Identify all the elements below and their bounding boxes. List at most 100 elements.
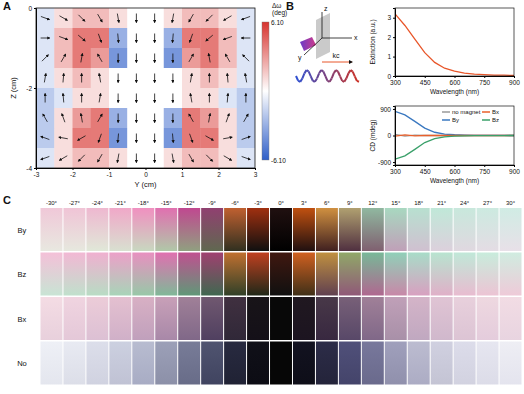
heat-cell bbox=[36, 48, 55, 69]
tick-label: 1 bbox=[387, 53, 391, 60]
photo bbox=[132, 342, 154, 385]
heat-cell bbox=[146, 108, 165, 129]
heat-cell bbox=[182, 48, 201, 69]
heat-cell bbox=[164, 128, 183, 149]
field-arrow bbox=[41, 156, 49, 159]
photo bbox=[224, 297, 246, 340]
panel-label: A bbox=[3, 0, 11, 12]
field-arrow bbox=[242, 156, 250, 159]
tick-label: 3 bbox=[254, 171, 258, 178]
axis: 300450600750900 bbox=[390, 76, 520, 86]
axis: 300450600750900 bbox=[390, 165, 520, 175]
tick: 300 bbox=[390, 76, 401, 86]
field-arrow bbox=[78, 35, 85, 41]
heat-cell bbox=[73, 48, 92, 69]
heat-cell bbox=[36, 148, 55, 168]
helix bbox=[338, 71, 340, 76]
field-arrow bbox=[59, 36, 67, 39]
heat-cell bbox=[91, 88, 110, 109]
helix bbox=[315, 78, 317, 81]
photo bbox=[339, 297, 361, 340]
axis: -9000900 bbox=[378, 106, 396, 166]
field-arrow bbox=[81, 94, 82, 103]
tick: 1 bbox=[181, 168, 185, 178]
axis: 6.10-6.10 bbox=[269, 19, 286, 164]
heat-cell bbox=[164, 88, 183, 109]
field-arrow bbox=[42, 55, 48, 61]
heat-cell bbox=[237, 108, 255, 129]
heat-cell bbox=[109, 148, 128, 168]
column-label: 9° bbox=[347, 200, 353, 206]
heat-cell bbox=[219, 48, 238, 69]
heat-cell bbox=[219, 148, 238, 168]
heat-cell bbox=[54, 108, 73, 129]
axis-title: Extinction (a.u.) bbox=[369, 19, 377, 64]
field-arrow bbox=[189, 14, 194, 22]
helix bbox=[319, 70, 321, 73]
heat-cell bbox=[182, 128, 201, 149]
tick: -3 bbox=[34, 168, 40, 178]
field-arrow bbox=[41, 16, 49, 19]
photo bbox=[63, 253, 85, 296]
column-label: -21° bbox=[115, 200, 127, 206]
field-arrow bbox=[118, 114, 119, 123]
photo bbox=[316, 253, 338, 296]
field-arrow bbox=[78, 155, 84, 161]
field-arrow bbox=[244, 114, 249, 122]
heat-cell bbox=[109, 88, 128, 109]
field-arrow bbox=[98, 54, 103, 62]
tick: 450 bbox=[420, 76, 431, 86]
row-label: Bz bbox=[18, 270, 27, 279]
tick-label: -900 bbox=[378, 159, 391, 166]
heat-cell bbox=[127, 88, 146, 109]
photo bbox=[339, 342, 361, 385]
tick-label: 750 bbox=[479, 79, 490, 86]
tick: 0 bbox=[144, 168, 148, 178]
photo bbox=[454, 297, 476, 340]
field-arrow bbox=[223, 137, 232, 139]
axis-line bbox=[269, 23, 270, 161]
plot-frame bbox=[395, 8, 514, 76]
field-arrow bbox=[62, 114, 65, 122]
field-arrow bbox=[241, 38, 250, 39]
heat-cell bbox=[73, 28, 92, 49]
field-arrow bbox=[206, 35, 213, 41]
photo bbox=[454, 208, 476, 251]
tick: 600 bbox=[450, 165, 461, 175]
axis-title: Wavelength (nm) bbox=[430, 177, 479, 185]
helix bbox=[332, 73, 334, 78]
heat-cell bbox=[200, 28, 219, 49]
photo bbox=[293, 297, 315, 340]
row-label: No bbox=[17, 359, 27, 368]
field-arrow bbox=[136, 14, 137, 23]
photo bbox=[86, 342, 108, 385]
helix bbox=[300, 79, 302, 82]
photo bbox=[270, 342, 292, 385]
heat-cell bbox=[127, 128, 146, 149]
photo bbox=[293, 342, 315, 385]
field-arrow bbox=[41, 136, 49, 139]
field-arrow bbox=[43, 114, 48, 122]
helix bbox=[353, 72, 355, 77]
helix bbox=[304, 70, 306, 73]
legend-swatch bbox=[442, 119, 450, 121]
field-arrow bbox=[189, 154, 194, 162]
heat-cell bbox=[109, 8, 128, 29]
photo bbox=[500, 253, 522, 296]
heat-cell bbox=[91, 108, 110, 129]
colorbar-title: Δω bbox=[272, 2, 281, 9]
tick-label: 2 bbox=[387, 34, 391, 41]
column-label: 30° bbox=[506, 200, 516, 206]
plot-frame bbox=[36, 8, 255, 168]
tick-label: 300 bbox=[390, 168, 401, 175]
helix bbox=[296, 76, 298, 81]
tick: 1 bbox=[387, 53, 395, 60]
field-arrow bbox=[206, 155, 212, 161]
photo bbox=[362, 342, 384, 385]
heat-cell bbox=[182, 148, 201, 168]
photo bbox=[178, 342, 200, 385]
figure: ABC-3-2-10123-4-20Y (cm)Z (cm)6.10-6.10Δ… bbox=[0, 0, 524, 394]
photo bbox=[408, 342, 430, 385]
field-arrow bbox=[172, 34, 174, 43]
photo bbox=[431, 342, 453, 385]
